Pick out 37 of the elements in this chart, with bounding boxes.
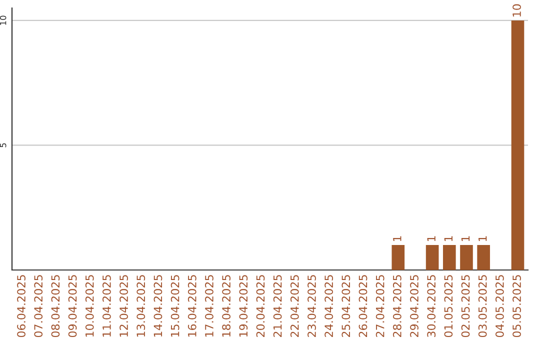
data-label: 1 <box>393 236 402 242</box>
x-tick-label: 19.04.2025 <box>239 275 248 337</box>
x-tick-label: 07.04.2025 <box>34 275 43 338</box>
data-label: 1 <box>461 236 470 242</box>
x-tick-label: 03.05.2025 <box>478 275 487 338</box>
x-tick-label: 25.04.2025 <box>342 275 350 337</box>
x-tick-label: 24.04.2025 <box>324 275 334 337</box>
x-tick-label: 11.04.2025 <box>102 275 111 337</box>
x-tick-label: 05.05.2025 <box>512 275 521 338</box>
data-label: 10 <box>512 4 521 16</box>
x-tick-label: 08.04.2025 <box>51 275 60 338</box>
x-tick-label: 10.04.2025 <box>85 275 94 337</box>
x-tick-label: 14.04.2025 <box>154 275 162 337</box>
x-tick-label: 23.04.2025 <box>308 275 316 337</box>
x-tick-label: 04.05.2025 <box>495 275 504 338</box>
data-label: 1 <box>444 236 452 242</box>
x-tick-label: 29.04.2025 <box>410 275 418 337</box>
x-tick-label: 15.04.2025 <box>170 275 180 337</box>
x-tick-label: 09.04.2025 <box>68 275 77 338</box>
x-tick-label: 18.04.2025 <box>222 275 231 337</box>
x-tick-label: 13.04.2025 <box>136 275 146 337</box>
data-label: 1 <box>478 236 487 242</box>
x-tick-label: 22.04.2025 <box>290 275 299 337</box>
x-tick-label: 16.04.2025 <box>188 275 196 337</box>
x-tick-label: 28.04.2025 <box>392 275 402 337</box>
x-tick-label: 01.05.2025 <box>444 275 453 338</box>
data-label: 1 <box>427 236 436 242</box>
x-tick-label: 17.04.2025 <box>205 275 214 337</box>
x-tick-label: 26.04.2025 <box>358 275 368 337</box>
x-tick-label: 30.04.2025 <box>427 275 436 337</box>
x-tick-label: 12.04.2025 <box>120 275 128 337</box>
x-tick-label: 27.04.2025 <box>376 275 384 337</box>
x-tick-label: 21.04.2025 <box>273 275 282 337</box>
x-tick-label: 20.04.2025 <box>256 275 265 337</box>
y-tick-label: 5 <box>0 143 6 148</box>
x-tick-label: 06.04.2025 <box>17 275 26 338</box>
x-tick-label: 02.05.2025 <box>461 275 470 338</box>
